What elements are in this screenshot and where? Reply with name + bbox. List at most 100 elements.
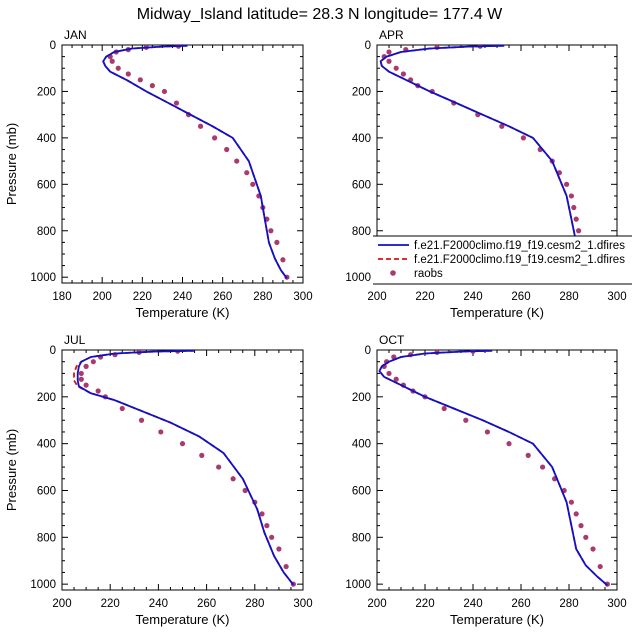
raobs-point <box>393 65 399 71</box>
x-axis-label: Temperature (K) <box>450 612 544 627</box>
x-tick-label: 240 <box>463 291 482 303</box>
panel-jul: 200 220 240 260 280 300 0 200 400 600 800 1000 JUL Te… <box>4 333 313 627</box>
y-tick-label: 800 <box>37 532 56 544</box>
raobs-point <box>583 534 589 540</box>
x-tick-label: 200 <box>93 291 112 303</box>
raobs-point <box>250 181 256 187</box>
x-tick-label: 280 <box>253 291 272 303</box>
legend-background <box>373 236 632 284</box>
legend: f.e21.F2000climo.f19_f19.cesm2_1.dfiresf… <box>373 235 632 285</box>
raobs-point <box>568 193 575 199</box>
raobs-point <box>95 388 101 394</box>
plot-area <box>378 350 611 587</box>
plot-frame <box>61 349 304 591</box>
raobs-point <box>224 146 230 153</box>
raobs-point <box>441 405 447 412</box>
y-tick-label: 0 <box>50 40 56 52</box>
raobs-point <box>386 58 392 64</box>
y-tick-label: 200 <box>352 392 371 404</box>
model-line-dashed <box>102 45 288 279</box>
panel-jan: 180 200 220 240 260 280 300 0 200 400 600 800 1000 JA… <box>4 28 313 320</box>
raobs-point <box>244 170 250 176</box>
raobs-point <box>597 563 603 570</box>
raobs-point <box>212 135 218 141</box>
raobs-point <box>269 534 275 540</box>
x-tick-label: 220 <box>133 291 152 303</box>
model-line-solid <box>102 45 288 279</box>
y-tick-label: 600 <box>37 485 56 497</box>
raobs-point <box>576 228 582 234</box>
panel-label: OCT <box>379 333 405 347</box>
panel-label: APR <box>379 28 404 42</box>
plot-area <box>379 45 601 280</box>
x-tick-label: 280 <box>559 291 578 303</box>
raobs-point <box>259 511 265 517</box>
raobs-point <box>499 123 505 129</box>
x-axis-label: Temperature (K) <box>136 305 230 320</box>
raobs-point <box>78 370 84 377</box>
x-tick-label: 240 <box>173 291 192 303</box>
panel-label: JUL <box>64 333 86 347</box>
raobs-point <box>571 204 577 211</box>
model-line-dashed <box>73 350 295 586</box>
raobs-point <box>276 546 282 552</box>
y-tick-label: 1000 <box>30 272 56 284</box>
x-tick-label: 300 <box>293 598 312 610</box>
x-tick-label: 260 <box>213 291 232 303</box>
y-tick-label: 800 <box>37 226 56 238</box>
raobs-point <box>230 476 236 482</box>
x-tick-label: 220 <box>415 291 434 303</box>
x-tick-label: 180 <box>52 291 71 303</box>
x-tick-label: 300 <box>607 598 626 610</box>
plot-area <box>102 45 290 280</box>
panel-oct: 200 220 240 260 280 300 0 200 400 600 800 1000 OCT Te… <box>345 333 626 627</box>
raobs-point <box>149 83 155 89</box>
panels: 180 200 220 240 260 280 300 0 200 400 600 800 1000 JA… <box>4 28 627 627</box>
figure-title: Midway_Island latitude= 28.3 N longitude… <box>137 6 503 23</box>
y-tick-label: 400 <box>352 439 371 451</box>
y-axis-label: Pressure (mb) <box>4 123 19 205</box>
raobs-point <box>242 487 248 494</box>
raobs-point <box>158 429 164 435</box>
y-tick-label: 0 <box>365 345 371 357</box>
y-axis-label: Pressure (mb) <box>4 429 19 511</box>
raobs-point <box>525 452 531 458</box>
y-tick-label: 200 <box>37 392 56 404</box>
x-tick-label: 260 <box>511 291 530 303</box>
x-tick-label: 220 <box>101 598 120 610</box>
x-tick-label: 300 <box>293 291 312 303</box>
raobs-point <box>506 441 512 447</box>
raobs-point <box>197 123 204 129</box>
x-tick-label: 280 <box>245 598 264 610</box>
raobs-point <box>137 77 143 83</box>
x-tick-label: 260 <box>511 598 530 610</box>
raobs-point <box>78 376 84 382</box>
raobs-point <box>173 100 180 106</box>
model-line-solid <box>76 350 295 586</box>
x-tick-label: 220 <box>415 598 434 610</box>
raobs-point <box>274 239 280 245</box>
y-tick-label: 400 <box>37 439 56 451</box>
x-tick-label: 200 <box>367 598 386 610</box>
model-line-solid <box>379 45 601 279</box>
model-line-solid <box>378 350 608 586</box>
raobs-point <box>540 464 546 470</box>
raobs-point <box>83 363 89 369</box>
raobs-point <box>115 65 121 71</box>
raobs-point <box>484 429 490 435</box>
legend-label: raobs <box>414 268 443 280</box>
y-tick-label: 400 <box>37 133 56 145</box>
raobs-point <box>125 71 131 77</box>
raobs-point <box>590 546 596 552</box>
x-tick-label: 280 <box>559 598 578 610</box>
plot-frame <box>376 349 618 591</box>
raobs-point <box>386 370 392 377</box>
panel-label: JAN <box>64 28 87 42</box>
x-tick-label: 200 <box>52 598 71 610</box>
y-tick-label: 800 <box>352 532 371 544</box>
raobs-point <box>216 464 222 470</box>
y-tick-label: 600 <box>352 179 371 191</box>
raobs-point <box>520 135 527 141</box>
x-tick-label: 200 <box>367 291 386 303</box>
